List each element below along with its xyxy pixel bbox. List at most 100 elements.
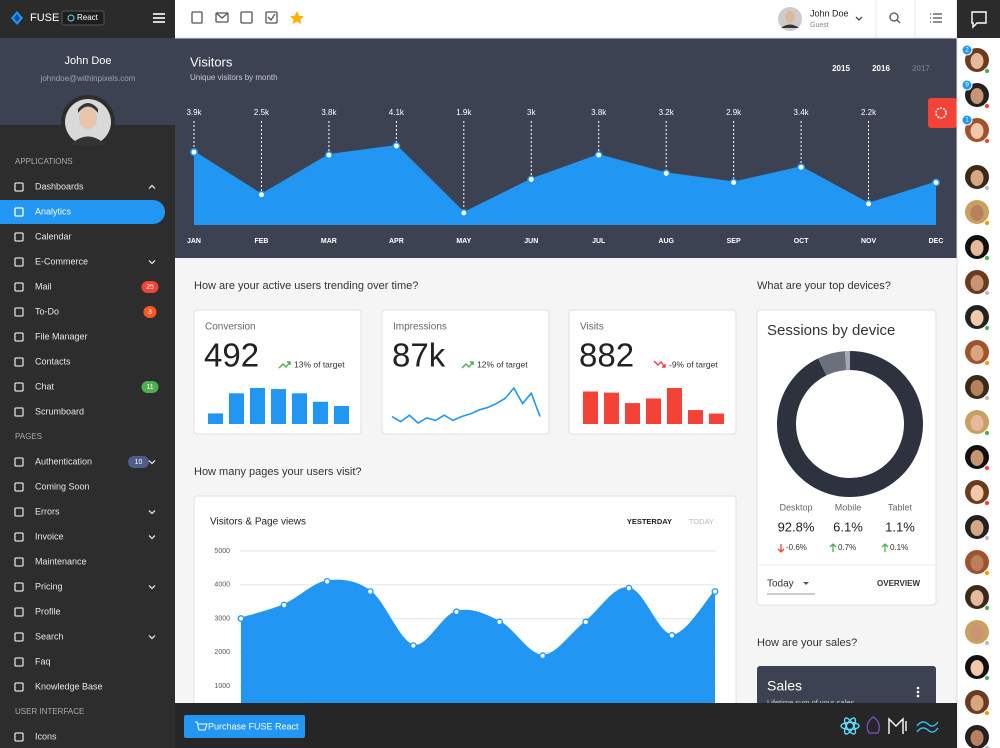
chat-icon[interactable] [971,11,987,29]
value-label: 3.9k [186,108,202,117]
page-views-plot [237,577,719,703]
value-label: 3.8k [321,108,337,117]
contact[interactable] [965,165,991,192]
more-dot[interactable] [916,686,920,690]
nav-item[interactable]: Calendar [14,231,72,242]
nav-item[interactable]: Mail 25 [14,281,159,293]
kpi-bar [646,398,661,424]
data-point [797,163,806,172]
year-tab[interactable]: 2015 [832,64,850,73]
contact-status [983,254,991,262]
list-icon[interactable] [930,13,942,23]
nav-item-label: Search [35,631,64,641]
data-point [459,209,468,217]
contacts-shortcut[interactable] [240,11,253,24]
toolbar-user-name[interactable]: John Doe [810,8,849,18]
nav-item[interactable]: Pricing [14,581,156,592]
more-dot[interactable] [916,690,920,694]
mail-shortcut[interactable] [215,12,229,23]
nav-item[interactable]: Invoice [14,531,156,542]
contact[interactable] [965,270,991,297]
y-tick-label: 5000 [214,548,230,555]
nav-item[interactable]: To-Do 3 [14,306,157,318]
main: Visitors Unique visitors by month 2015 2016… [186,54,943,703]
favorite-star[interactable] [290,11,304,24]
mui-logo [888,717,907,734]
nav-item[interactable]: File Manager [14,331,88,342]
contact[interactable] [965,375,991,402]
nav-item[interactable]: Contacts [14,356,71,367]
kpi-bar [688,410,703,424]
nav-item[interactable]: Knowledge Base [14,681,103,692]
contact[interactable] [965,410,991,437]
contact[interactable] [965,690,991,717]
page-views-tab[interactable]: TODAY [689,517,714,526]
contact[interactable] [965,83,991,110]
nav-item[interactable]: Scrumboard [14,406,84,417]
contact-face [970,590,984,606]
purchase-button[interactable] [184,715,305,738]
more-dot[interactable] [916,694,920,698]
y-tick-label: 2000 [214,649,230,656]
contact[interactable] [965,515,991,542]
todo-shortcut[interactable] [265,11,278,24]
period-caret [803,582,809,585]
section-question: How are your sales? [757,637,857,649]
kpi-bar [625,403,640,424]
nav-item[interactable]: Dashboards [14,181,156,192]
nav-item[interactable]: Errors [14,506,156,517]
nav-item[interactable]: Maintenance [14,556,87,567]
nav-item-icon [14,332,24,342]
contact[interactable] [965,340,991,367]
contact-status [983,102,991,110]
contact-list: 2 9 1 [961,44,991,748]
year-tab[interactable]: 2016 [872,64,890,73]
contact[interactable] [965,725,991,748]
kpi-trend-icon [278,361,291,369]
nav-item[interactable]: Search [14,631,156,642]
contact[interactable] [965,48,991,75]
contact-face [970,170,984,186]
nav-item[interactable]: Authentication 10 [14,456,156,468]
nav-item-badge [143,306,157,318]
nav-item[interactable]: E-Commerce [14,256,156,267]
overview-button[interactable]: OVERVIEW [877,579,920,588]
period-select[interactable]: Today [767,579,794,590]
menu-toggle[interactable] [153,13,165,23]
nav-item-chevron [148,510,156,515]
value-label: 4.1k [389,108,405,117]
contact[interactable] [965,118,991,145]
kpi-bar [292,393,307,424]
nav-item-icon [14,482,24,492]
data-point [932,178,940,187]
contact[interactable] [965,200,991,227]
contact[interactable] [965,305,991,332]
contact[interactable] [965,620,991,647]
nav-item[interactable]: Analytics [0,200,165,224]
contact[interactable] [965,655,991,682]
nav-item[interactable]: Faq [14,656,51,667]
contact[interactable] [965,550,991,577]
calendar-shortcut[interactable] [191,11,203,24]
value-label: 2.2k [861,108,877,117]
value-label: 2.9k [726,108,742,117]
nav-item-label: File Manager [35,331,88,341]
settings-button[interactable] [928,98,957,128]
nav-item[interactable]: Chat 11 [14,381,159,393]
nav-item[interactable]: Profile [14,606,61,617]
data-point [453,608,460,616]
search-icon[interactable] [889,12,899,22]
visitors-title: Visitors [190,54,233,69]
nav-item-chevron [148,585,156,590]
contact[interactable] [965,235,991,262]
contact[interactable] [965,480,991,507]
data-point [257,190,266,199]
user-menu-chevron[interactable] [855,16,863,21]
nav-item[interactable]: Icons [14,731,57,742]
year-tab[interactable]: 2017 [912,64,930,73]
page-views-tab[interactable]: YESTERDAY [627,517,672,526]
contact[interactable] [965,445,991,472]
nav-item[interactable]: Coming Soon [14,481,90,492]
contact[interactable] [965,585,991,612]
nav-item-chevron [148,535,156,540]
